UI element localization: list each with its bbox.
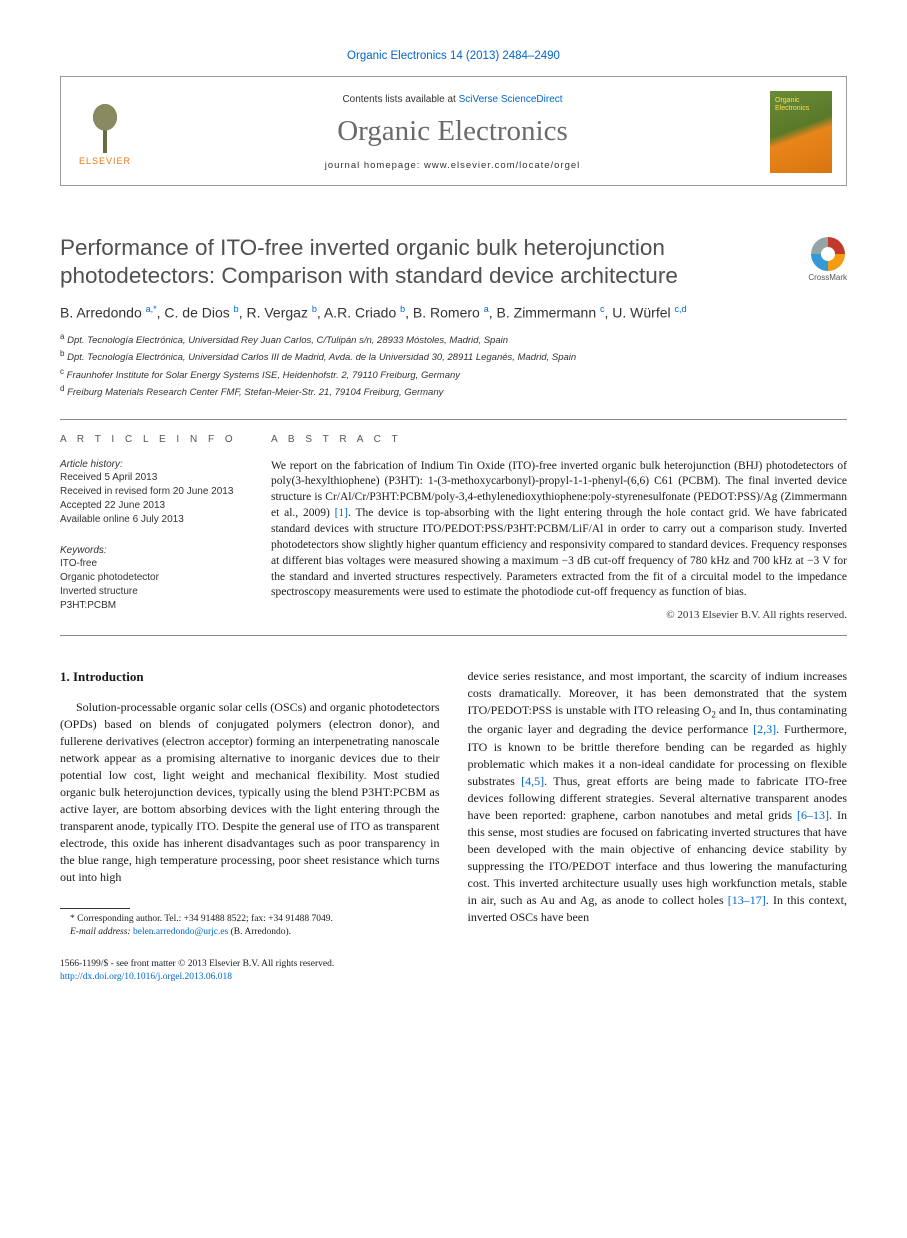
article-info-col: A R T I C L E I N F O Article history: R…	[60, 420, 255, 636]
intro-para-1: Solution-processable organic solar cells…	[60, 699, 440, 886]
elsevier-logo: ELSEVIER	[75, 98, 135, 166]
doi-link[interactable]: http://dx.doi.org/10.1016/j.orgel.2013.0…	[60, 972, 232, 982]
keywords-head: Keywords:	[60, 545, 239, 556]
contents-available: Contents lists available at SciVerse Sci…	[135, 94, 770, 105]
abstract-label: A B S T R A C T	[271, 434, 847, 445]
journal-homepage: journal homepage: www.elsevier.com/locat…	[135, 160, 770, 171]
affiliation-c: c Fraunhofer Institute for Solar Energy …	[60, 366, 847, 383]
abstract-col: A B S T R A C T We report on the fabrica…	[255, 420, 847, 636]
history-body: Received 5 April 2013Received in revised…	[60, 471, 239, 527]
email-line: E-mail address: belen.arredondo@urjc.es …	[60, 926, 440, 939]
body-col-left: 1. Introduction Solution-processable org…	[60, 668, 440, 939]
body-col-right: device series resistance, and most impor…	[468, 668, 848, 939]
article-info-label: A R T I C L E I N F O	[60, 434, 239, 445]
elsevier-text: ELSEVIER	[79, 156, 131, 166]
body-columns: 1. Introduction Solution-processable org…	[60, 668, 847, 939]
corresponding-author: * Corresponding author. Tel.: +34 91488 …	[60, 913, 440, 926]
elsevier-tree-icon	[81, 98, 129, 153]
keywords-body: ITO-freeOrganic photodetectorInverted st…	[60, 557, 239, 613]
abstract-copyright: © 2013 Elsevier B.V. All rights reserved…	[271, 609, 847, 621]
affiliation-a: a Dpt. Tecnología Electrónica, Universid…	[60, 331, 847, 348]
affiliations: a Dpt. Tecnología Electrónica, Universid…	[60, 331, 847, 401]
contents-prefix: Contents lists available at	[342, 94, 458, 105]
crossmark-badge[interactable]: CrossMark	[808, 237, 847, 282]
email-link[interactable]: belen.arredondo@urjc.es	[133, 927, 228, 937]
affiliation-d: d Freiburg Materials Research Center FMF…	[60, 383, 847, 400]
section-1-heading: 1. Introduction	[60, 668, 440, 686]
journal-banner: ELSEVIER Contents lists available at Sci…	[60, 76, 847, 186]
crossmark-icon	[811, 237, 845, 271]
crossmark-label: CrossMark	[808, 273, 847, 282]
history-head: Article history:	[60, 459, 239, 470]
article-title: Performance of ITO-free inverted organic…	[60, 234, 790, 290]
email-label: E-mail address:	[70, 927, 133, 937]
journal-cover-thumb	[770, 91, 832, 173]
authors-line: B. Arredondo a,*, C. de Dios b, R. Verga…	[60, 304, 847, 321]
sciencedirect-link[interactable]: SciVerse ScienceDirect	[459, 94, 563, 105]
page-footer: 1566-1199/$ - see front matter © 2013 El…	[60, 958, 847, 985]
front-matter-line: 1566-1199/$ - see front matter © 2013 El…	[60, 958, 847, 971]
citation-line: Organic Electronics 14 (2013) 2484–2490	[60, 50, 847, 62]
abstract-text: We report on the fabrication of Indium T…	[271, 459, 847, 602]
affiliation-b: b Dpt. Tecnología Electrónica, Universid…	[60, 348, 847, 365]
footnote-rule	[60, 908, 130, 909]
email-who: (B. Arredondo).	[228, 927, 291, 937]
journal-name: Organic Electronics	[135, 115, 770, 148]
intro-para-2: device series resistance, and most impor…	[468, 668, 848, 926]
